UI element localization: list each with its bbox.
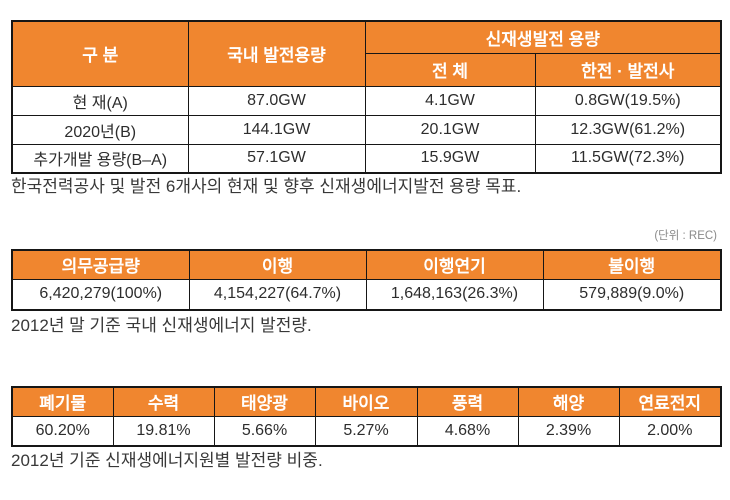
capacity-header-category: 구 분 xyxy=(11,20,189,87)
rps-header-obligation: 의무공급량 xyxy=(11,249,190,280)
share-value-fuelcell: 2.00% xyxy=(618,415,722,447)
rps-header-deferred: 이행연기 xyxy=(365,249,544,280)
share-value-solar: 5.66% xyxy=(213,415,316,447)
share-table-caption: 2012년 기준 신재생에너지원별 발전량 비중. xyxy=(11,451,323,470)
share-table: 폐기물 수력 태양광 바이오 풍력 해양 연료전지 60.20% 19.81% … xyxy=(11,386,722,447)
share-header-fuelcell: 연료전지 xyxy=(618,386,722,417)
share-value-ocean: 2.39% xyxy=(517,415,620,447)
row-label: 2020년(B) xyxy=(11,114,189,145)
row-label: 현 재(A) xyxy=(11,85,189,116)
cell-domestic: 57.1GW xyxy=(187,143,366,174)
share-value-bio: 5.27% xyxy=(314,415,418,447)
capacity-table: 구 분 국내 발전용량 신재생발전 용량 전 체 한전 · 발전사 현 재(A)… xyxy=(11,20,723,174)
unit-label: (단위 : REC) xyxy=(654,230,717,242)
cell-kepco: 11.5GW(72.3%) xyxy=(534,143,722,174)
cell-kepco: 12.3GW(61.2%) xyxy=(534,114,722,145)
capacity-header-kepco: 한전 · 발전사 xyxy=(534,52,722,87)
rps-header-unfulfilled: 불이행 xyxy=(542,249,722,280)
cell-total: 20.1GW xyxy=(364,114,536,145)
share-header-waste: 폐기물 xyxy=(11,386,114,417)
cell-domestic: 144.1GW xyxy=(187,114,366,145)
capacity-header-total: 전 체 xyxy=(364,52,536,87)
cell-domestic: 87.0GW xyxy=(187,85,366,116)
cell-total: 4.1GW xyxy=(364,85,536,116)
row-label: 추가개발 용량(B–A) xyxy=(11,143,189,174)
rps-table-caption: 2012년 말 기준 국내 신재생에너지 발전량. xyxy=(11,316,312,335)
table-row: 추가개발 용량(B–A) 57.1GW 15.9GW 11.5GW(72.3%) xyxy=(11,143,722,174)
rps-header-row: 의무공급량 이행 이행연기 불이행 xyxy=(11,249,722,280)
share-header-row: 폐기물 수력 태양광 바이오 풍력 해양 연료전지 xyxy=(11,386,722,417)
capacity-header-renewable-group: 신재생발전 용량 xyxy=(364,20,722,54)
cell-kepco: 0.8GW(19.5%) xyxy=(534,85,722,116)
table-row: 60.20% 19.81% 5.66% 5.27% 4.68% 2.39% 2.… xyxy=(11,415,722,447)
share-value-hydro: 19.81% xyxy=(112,415,215,447)
cell-total: 15.9GW xyxy=(364,143,536,174)
rps-value-fulfilled: 4,154,227(64.7%) xyxy=(188,278,367,311)
rps-value-unfulfilled: 579,889(9.0%) xyxy=(542,278,722,311)
share-header-bio: 바이오 xyxy=(314,386,418,417)
share-value-waste: 60.20% xyxy=(11,415,114,447)
capacity-header-domestic: 국내 발전용량 xyxy=(187,20,366,87)
rps-value-obligation: 6,420,279(100%) xyxy=(11,278,190,311)
table-row: 6,420,279(100%) 4,154,227(64.7%) 1,648,1… xyxy=(11,278,722,311)
capacity-header-row-2: 전 체 한전 · 발전사 xyxy=(12,52,722,87)
rps-header-fulfilled: 이행 xyxy=(188,249,367,280)
share-header-wind: 풍력 xyxy=(416,386,519,417)
capacity-header-row-1: 구 분 국내 발전용량 신재생발전 용량 xyxy=(11,20,722,87)
rps-table: 의무공급량 이행 이행연기 불이행 6,420,279(100%) 4,154,… xyxy=(11,249,722,311)
table-row: 현 재(A) 87.0GW 4.1GW 0.8GW(19.5%) xyxy=(11,85,722,116)
share-value-wind: 4.68% xyxy=(416,415,519,447)
share-header-solar: 태양광 xyxy=(213,386,316,417)
capacity-table-caption: 한국전력공사 및 발전 6개사의 현재 및 향후 신재생에너지발전 용량 목표. xyxy=(11,177,522,196)
rps-value-deferred: 1,648,163(26.3%) xyxy=(365,278,544,311)
share-header-hydro: 수력 xyxy=(112,386,215,417)
table-row: 2020년(B) 144.1GW 20.1GW 12.3GW(61.2%) xyxy=(11,114,722,145)
share-header-ocean: 해양 xyxy=(517,386,620,417)
